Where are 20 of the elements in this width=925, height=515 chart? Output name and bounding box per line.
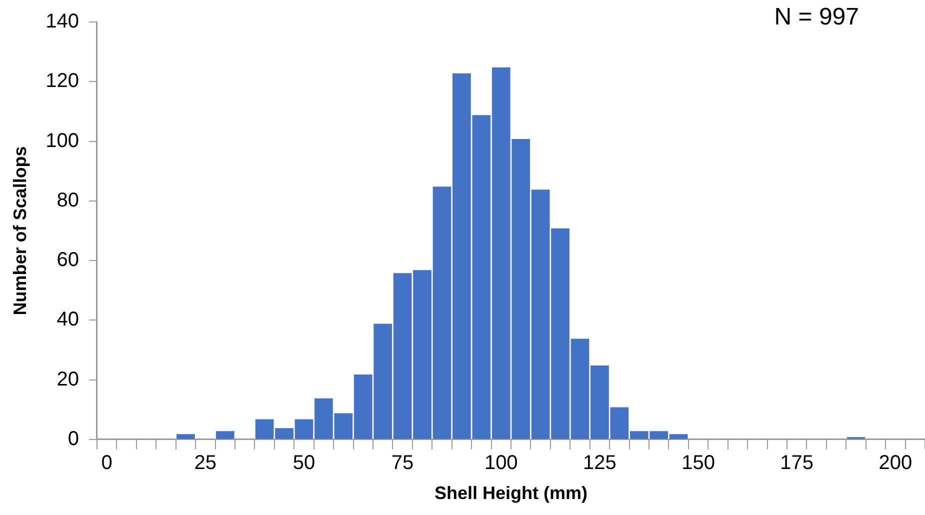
x-tick-label: 150 xyxy=(682,452,715,474)
y-tick-label: 0 xyxy=(68,428,79,450)
x-tick-label: 125 xyxy=(583,452,616,474)
x-tick-label: 75 xyxy=(391,452,414,474)
x-tick-label: 200 xyxy=(878,452,912,474)
x-tick-label: 50 xyxy=(292,452,316,474)
y-tick-label: 60 xyxy=(56,249,79,272)
y-tick-label: 140 xyxy=(46,10,79,33)
y-tick-label: 80 xyxy=(56,189,79,212)
y-tick-label: 120 xyxy=(46,70,79,92)
x-tick-label: 175 xyxy=(780,452,814,474)
annotation: N = 997 xyxy=(774,4,859,31)
x-tick-label: 100 xyxy=(484,452,518,474)
y-tick-label: 100 xyxy=(46,130,79,152)
y-tick-label: 40 xyxy=(56,308,79,331)
x-axis-title: Shell Height (mm) xyxy=(434,483,588,504)
x-tick-label: 25 xyxy=(194,452,217,474)
x-tick-label: 0 xyxy=(101,452,112,474)
y-tick-label: 20 xyxy=(56,368,79,390)
y-axis-title: Number of Scallops xyxy=(10,146,30,316)
